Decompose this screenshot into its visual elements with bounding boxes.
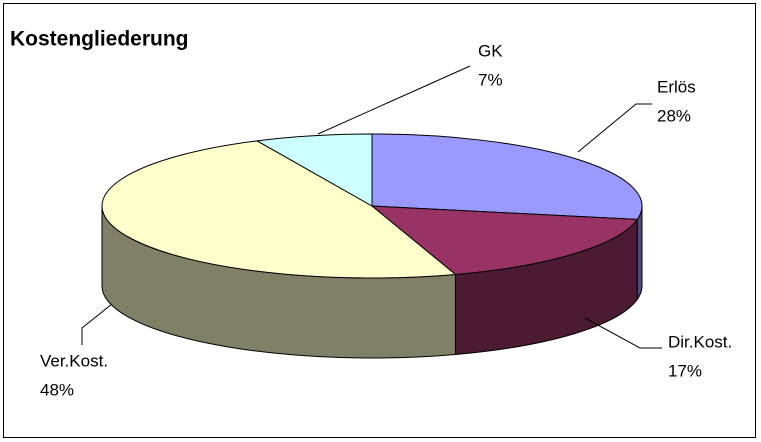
slice-value-label: 48%: [40, 380, 74, 399]
slice-value-label: 17%: [668, 361, 702, 380]
slice-value-label: 7%: [478, 70, 503, 89]
leader-line: [81, 303, 113, 345]
slice: [255, 133, 373, 207]
slice-label: Ver.Kost.: [40, 351, 108, 370]
slice-side: [636, 205, 643, 302]
slice: [371, 133, 643, 221]
slice-label: Dir.Kost.: [668, 332, 732, 351]
leader-line: [584, 317, 662, 349]
chart-title: Kostengliederung: [10, 28, 189, 51]
slice-label: Erlös: [657, 77, 696, 96]
leader-line: [577, 103, 652, 153]
slice-value-label: 28%: [657, 106, 691, 125]
leader-line: [317, 65, 471, 135]
slice-label: GK: [478, 41, 503, 60]
slice: [101, 140, 457, 279]
slice: [370, 205, 639, 275]
